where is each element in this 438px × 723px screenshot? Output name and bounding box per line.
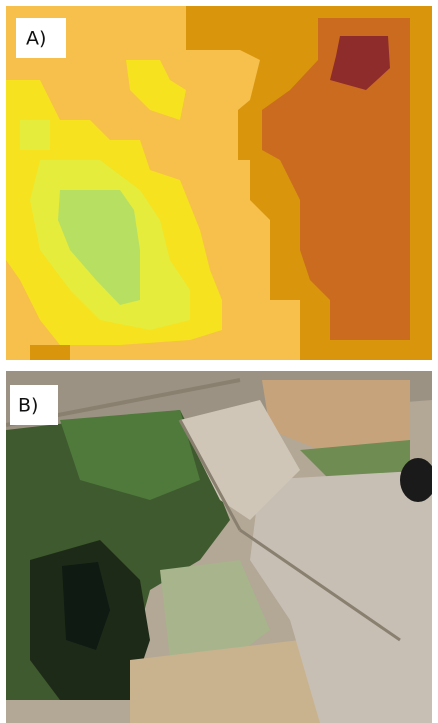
page: A) B) (() => { const data = JSON.parse(d…	[0, 0, 438, 723]
satellite-image	[6, 371, 436, 723]
panel-label: A)	[26, 28, 46, 50]
raster-map	[6, 6, 432, 360]
figure: A) B)	[0, 0, 438, 723]
panel-label: B)	[18, 395, 38, 417]
